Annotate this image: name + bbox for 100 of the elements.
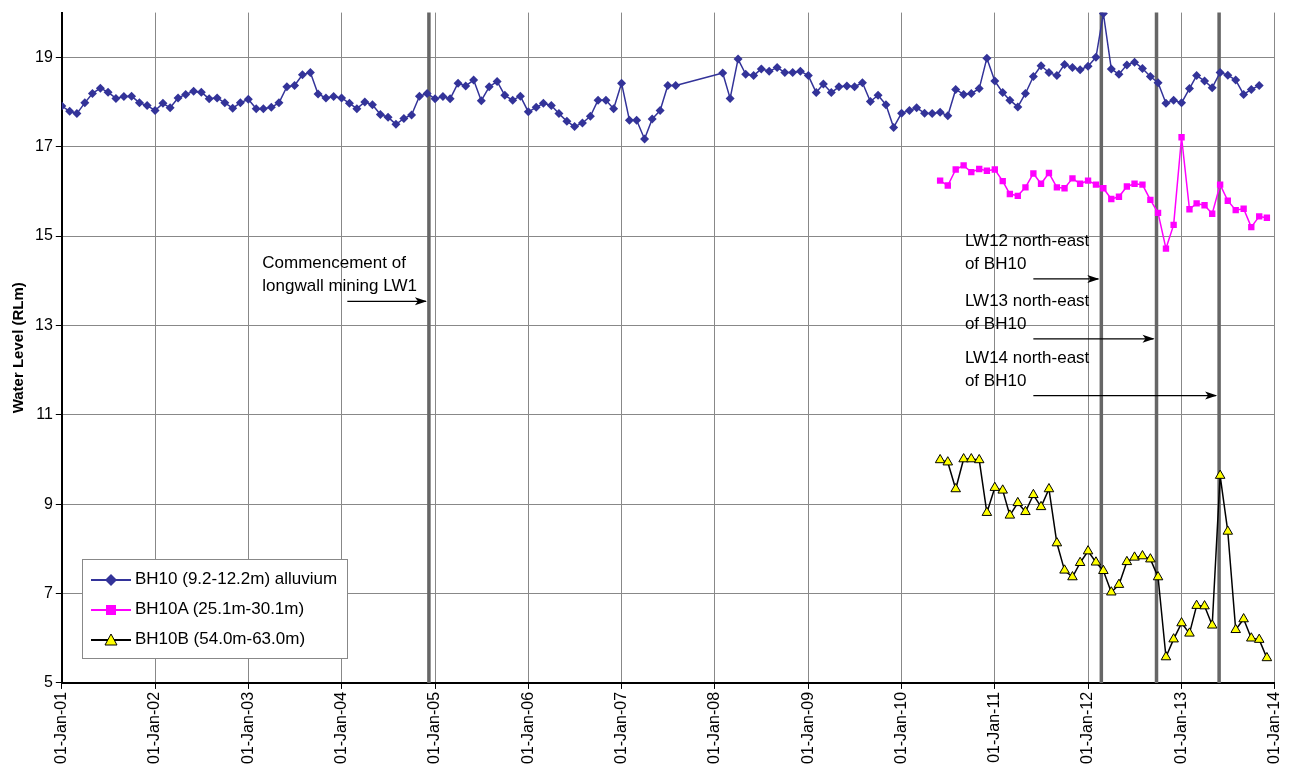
y-tick-label: 9 bbox=[43, 494, 53, 512]
point bbox=[1214, 469, 1226, 479]
point bbox=[1162, 245, 1170, 252]
point bbox=[1168, 633, 1179, 643]
point bbox=[1113, 578, 1125, 588]
point bbox=[1030, 170, 1037, 177]
point bbox=[1152, 571, 1164, 581]
point bbox=[1051, 537, 1063, 547]
x-tick-label: 01-Jan-13 bbox=[1171, 691, 1189, 764]
point bbox=[934, 453, 946, 464]
x-tick-label: 01-Jan-11 bbox=[985, 691, 1003, 763]
point bbox=[976, 165, 983, 173]
x-tick-label: 01-Jan-08 bbox=[705, 691, 723, 764]
legend-label: BH10B (54.0m-63.0m) bbox=[135, 629, 306, 648]
x-tick-label: 01-Jan-01 bbox=[52, 691, 70, 764]
annotation: LW14 north-east of BH10 bbox=[964, 347, 1090, 390]
point bbox=[1178, 134, 1185, 141]
point bbox=[936, 177, 944, 184]
point bbox=[1037, 180, 1045, 187]
y-tick-label: 13 bbox=[35, 315, 53, 333]
point bbox=[1090, 556, 1102, 566]
x-tick-label: 01-Jan-10 bbox=[891, 691, 909, 764]
point bbox=[1261, 651, 1273, 662]
point bbox=[1253, 633, 1265, 643]
y-tick-label: 17 bbox=[35, 137, 53, 155]
point bbox=[1121, 555, 1133, 566]
point bbox=[966, 453, 977, 463]
point bbox=[1216, 181, 1224, 188]
point bbox=[1028, 488, 1039, 499]
point bbox=[1123, 183, 1131, 190]
y-tick-label: 7 bbox=[43, 583, 53, 601]
point bbox=[1170, 221, 1177, 229]
point bbox=[1092, 181, 1100, 188]
point bbox=[1191, 599, 1202, 609]
point bbox=[1186, 206, 1193, 213]
point bbox=[1067, 571, 1078, 581]
point bbox=[1184, 627, 1195, 637]
point bbox=[1139, 181, 1146, 188]
y-tick-label: 11 bbox=[36, 405, 53, 423]
x-tick-label: 01-Jan-14 bbox=[1265, 691, 1283, 764]
legend-label: BH10A (25.1m-30.1m) bbox=[135, 599, 305, 618]
point bbox=[1020, 505, 1031, 516]
point bbox=[1129, 551, 1140, 561]
point bbox=[1199, 600, 1210, 610]
x-tick-label: 01-Jan-09 bbox=[798, 691, 816, 764]
point bbox=[1098, 564, 1109, 575]
point bbox=[1131, 180, 1138, 187]
point bbox=[1022, 184, 1029, 191]
point bbox=[1206, 619, 1218, 629]
x-tick-label: 01-Jan-06 bbox=[518, 691, 536, 764]
point bbox=[952, 166, 959, 173]
point bbox=[944, 182, 951, 189]
point bbox=[1106, 586, 1117, 596]
y-tick-label: 5 bbox=[43, 673, 53, 691]
annotation: Commencement of longwall mining LW1 bbox=[262, 253, 417, 296]
point bbox=[1193, 200, 1200, 207]
y-axis-title: Water Level (RLm) bbox=[9, 282, 27, 414]
point bbox=[1004, 509, 1016, 519]
point bbox=[1084, 177, 1092, 184]
point bbox=[1082, 545, 1094, 555]
point bbox=[973, 453, 985, 464]
point bbox=[1147, 196, 1154, 204]
point bbox=[1053, 184, 1061, 191]
point bbox=[1100, 185, 1107, 192]
point bbox=[1059, 564, 1070, 574]
point bbox=[1043, 483, 1055, 493]
point bbox=[1069, 175, 1076, 182]
y-tick-label: 15 bbox=[35, 226, 53, 244]
point bbox=[1137, 550, 1148, 560]
point bbox=[1061, 185, 1068, 192]
point bbox=[1014, 192, 1021, 200]
x-tick-label: 01-Jan-07 bbox=[611, 691, 629, 764]
point bbox=[958, 453, 969, 463]
x-tick-label: 01-Jan-12 bbox=[1078, 691, 1096, 764]
point bbox=[991, 166, 998, 173]
legend-label: BH10 (9.2-12.2m) alluvium bbox=[135, 569, 338, 588]
point bbox=[1035, 500, 1047, 511]
x-tick-label: 01-Jan-03 bbox=[238, 691, 256, 764]
point bbox=[981, 506, 993, 516]
point bbox=[950, 483, 961, 493]
point bbox=[942, 456, 954, 466]
point bbox=[1201, 202, 1208, 209]
point bbox=[1238, 613, 1249, 623]
point bbox=[1240, 205, 1247, 212]
point bbox=[1256, 213, 1263, 220]
point bbox=[1246, 632, 1257, 642]
point bbox=[960, 162, 967, 169]
point bbox=[1230, 623, 1241, 634]
point bbox=[1145, 553, 1156, 563]
point bbox=[997, 484, 1008, 494]
x-tick-label: 01-Jan-04 bbox=[331, 691, 349, 764]
point bbox=[1074, 556, 1086, 566]
point bbox=[1222, 525, 1234, 535]
x-tick-label: 01-Jan-02 bbox=[145, 691, 163, 764]
x-tick-label: 01-Jan-05 bbox=[425, 691, 443, 764]
annotation: LW13 north-east of BH10 bbox=[964, 290, 1090, 333]
point bbox=[1176, 617, 1187, 627]
annotation: LW12 north-east of BH10 bbox=[964, 230, 1090, 273]
y-tick-label: 19 bbox=[35, 47, 53, 65]
point bbox=[1076, 180, 1084, 187]
